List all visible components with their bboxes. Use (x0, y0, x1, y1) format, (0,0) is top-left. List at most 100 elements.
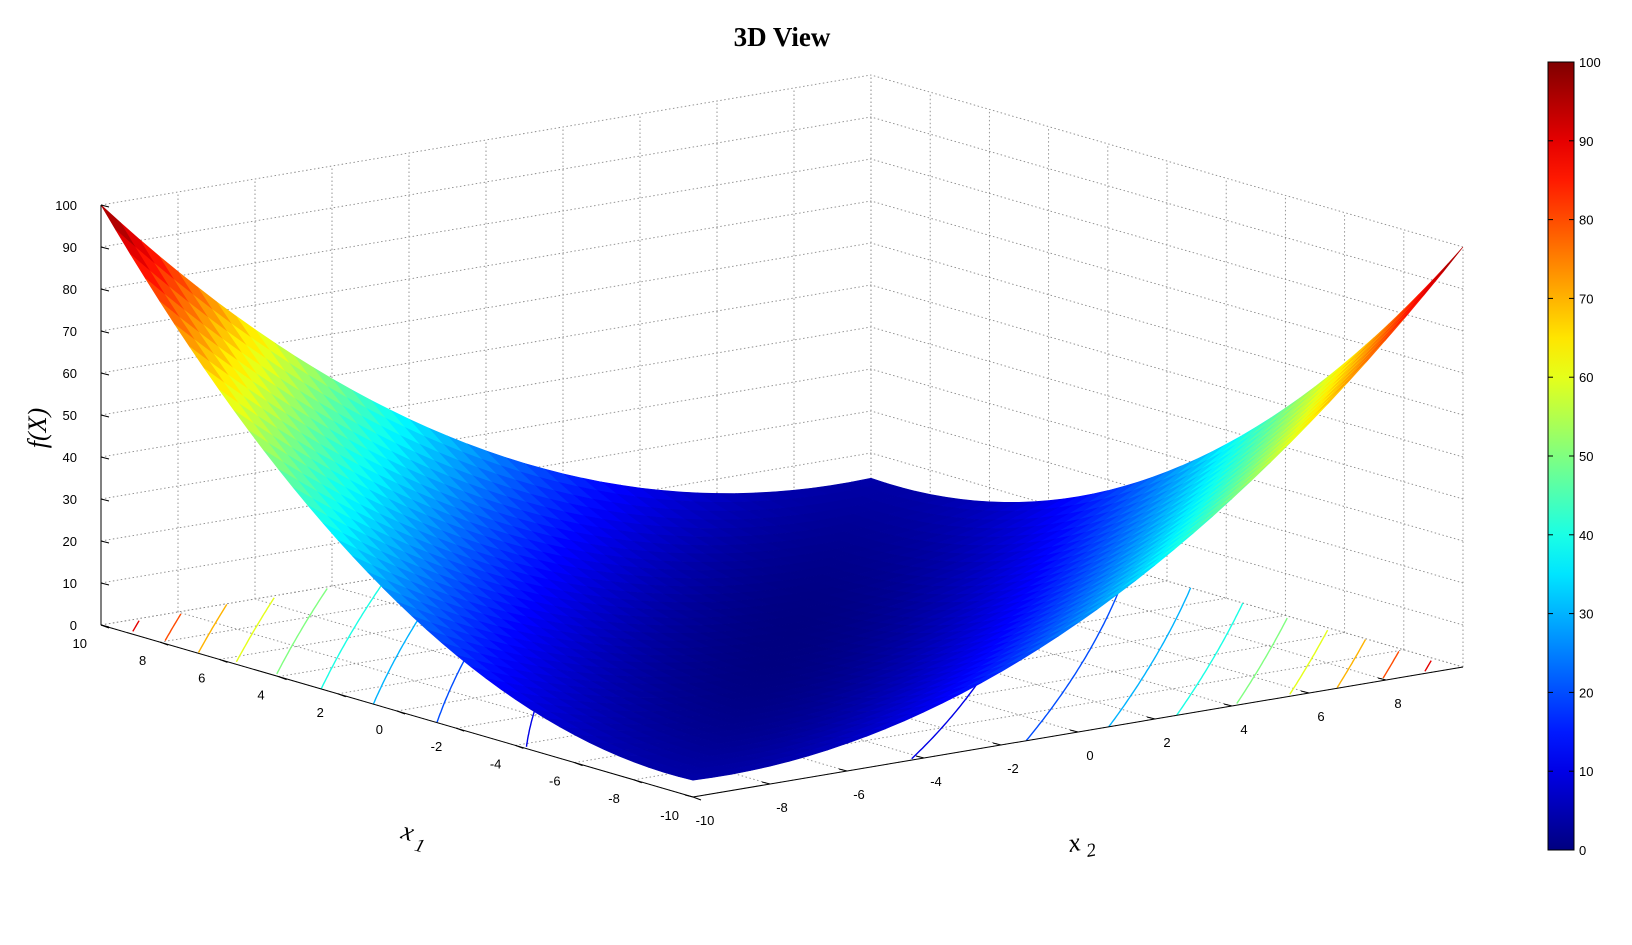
colorbar-tick-label: 40 (1579, 528, 1593, 543)
x1-tick-label: 6 (198, 670, 205, 685)
x2-tick (1223, 703, 1233, 707)
z-tick (100, 498, 110, 502)
x2-tick-label: 8 (1394, 696, 1401, 711)
surface-patch (1428, 246, 1464, 288)
x2-tick-label: 6 (1317, 709, 1324, 724)
colorbar-tick-label: 20 (1579, 685, 1593, 700)
x2-axis-label: x 2 (1065, 825, 1098, 865)
colorbar-tick-label: 30 (1579, 607, 1593, 622)
x1-tick-label: -2 (431, 739, 443, 754)
x1-tick-label: 10 (73, 636, 87, 651)
x2-tick-label: 4 (1240, 722, 1247, 737)
contour-line (197, 604, 1367, 688)
wall-gridline (870, 326, 1464, 500)
z-tick-label: 40 (63, 450, 77, 465)
x2-tick-label: -6 (853, 787, 865, 802)
surface-patch (100, 204, 136, 248)
x1-tick-label: 0 (376, 722, 383, 737)
colorbar: 0 10 20 30 40 50 60 70 80 90 100 (1547, 55, 1601, 858)
wall-gridline (870, 368, 1464, 542)
x2-tick-label: -2 (1007, 761, 1019, 776)
colorbar-tick-label: 90 (1579, 134, 1593, 149)
contour-line (235, 597, 1329, 695)
contour-line (320, 576, 1244, 716)
x1-tick (278, 676, 287, 681)
surface-patch (1360, 324, 1396, 361)
x1-tick (100, 624, 110, 629)
wall-gridline (870, 494, 1464, 668)
x2-tick (915, 755, 925, 759)
wall-gridline (870, 74, 1464, 248)
x1-tick (633, 779, 642, 784)
z-tick (100, 246, 110, 250)
colorbar-tick-label: 70 (1579, 291, 1593, 306)
x1-tick-label: -8 (608, 791, 620, 806)
x1-tick (515, 744, 524, 749)
z-tick-label: 90 (63, 240, 77, 255)
x2-tick (1069, 729, 1079, 733)
x1-tick-label: 4 (257, 688, 264, 703)
contour-line (164, 613, 1400, 679)
x2-tick (1146, 716, 1156, 720)
z-tick-label: 10 (63, 576, 77, 591)
surface-patch (1390, 294, 1425, 333)
colorbar-tick-label: 0 (1579, 843, 1586, 858)
x1-axis-label: x 1 (395, 816, 431, 858)
x2-tick (992, 742, 1002, 746)
z-tick-label: 30 (63, 492, 77, 507)
colorbar-tick-label: 50 (1579, 449, 1593, 464)
x1-tick (456, 727, 465, 732)
x1-tick (396, 710, 406, 715)
z-tick-label: 70 (63, 324, 77, 339)
wall-gridline (100, 74, 872, 206)
z-tick-label: 60 (63, 366, 77, 381)
z-tick-label: 50 (63, 408, 77, 423)
x2-tick-label: 2 (1163, 735, 1170, 750)
x2-tick-label: -10 (696, 813, 715, 828)
x1-tick (692, 796, 702, 801)
wall-gridline (870, 116, 1464, 290)
x1-tick-label: 8 (139, 653, 146, 668)
z-tick (100, 288, 110, 292)
tick-labels: 0102030405060708090100-10-8-6-4-20246810… (55, 198, 1401, 828)
wall-gridline (870, 158, 1464, 332)
z-tick (100, 204, 110, 208)
wall-gridline (870, 242, 1464, 416)
x1-tick (337, 693, 346, 698)
z-axis-label: f(X) (23, 408, 52, 448)
z-tick-label: 80 (63, 282, 77, 297)
z-tick (100, 330, 110, 334)
x2-tick-label: -4 (930, 774, 942, 789)
z-tick (100, 372, 110, 376)
surface-patch (678, 773, 713, 781)
x1-tick-label: -10 (660, 808, 679, 823)
z-tick (100, 582, 110, 586)
z-tick (100, 456, 110, 460)
colorbar-tick-label: 10 (1579, 764, 1593, 779)
x1-tick (574, 762, 583, 767)
colorbar-tick-label: 100 (1579, 55, 1601, 70)
x1-tick-label: 2 (317, 705, 324, 720)
colorbar-tick-label: 80 (1579, 213, 1593, 228)
z-tick-label: 0 (70, 618, 77, 633)
surface (100, 204, 1464, 781)
wall-gridline (870, 284, 1464, 458)
x2-tick (684, 794, 694, 798)
x2-tick (1377, 677, 1387, 681)
contour-line (132, 620, 1432, 672)
x1-tick (219, 658, 228, 663)
x2-tick-label: -8 (776, 800, 788, 815)
surface-patch (1369, 309, 1405, 346)
surface-patch (1365, 316, 1400, 354)
x2-tick-label: 0 (1086, 748, 1093, 763)
z-tick-label: 100 (55, 198, 77, 213)
x2-tick (1300, 690, 1310, 694)
x1-tick-label: -4 (490, 756, 502, 771)
z-tick-label: 20 (63, 534, 77, 549)
x2-tick (838, 768, 848, 772)
floor-gridline (177, 611, 771, 785)
z-tick (100, 414, 110, 418)
surface-patch (1409, 270, 1445, 311)
x2-tick (761, 781, 771, 785)
